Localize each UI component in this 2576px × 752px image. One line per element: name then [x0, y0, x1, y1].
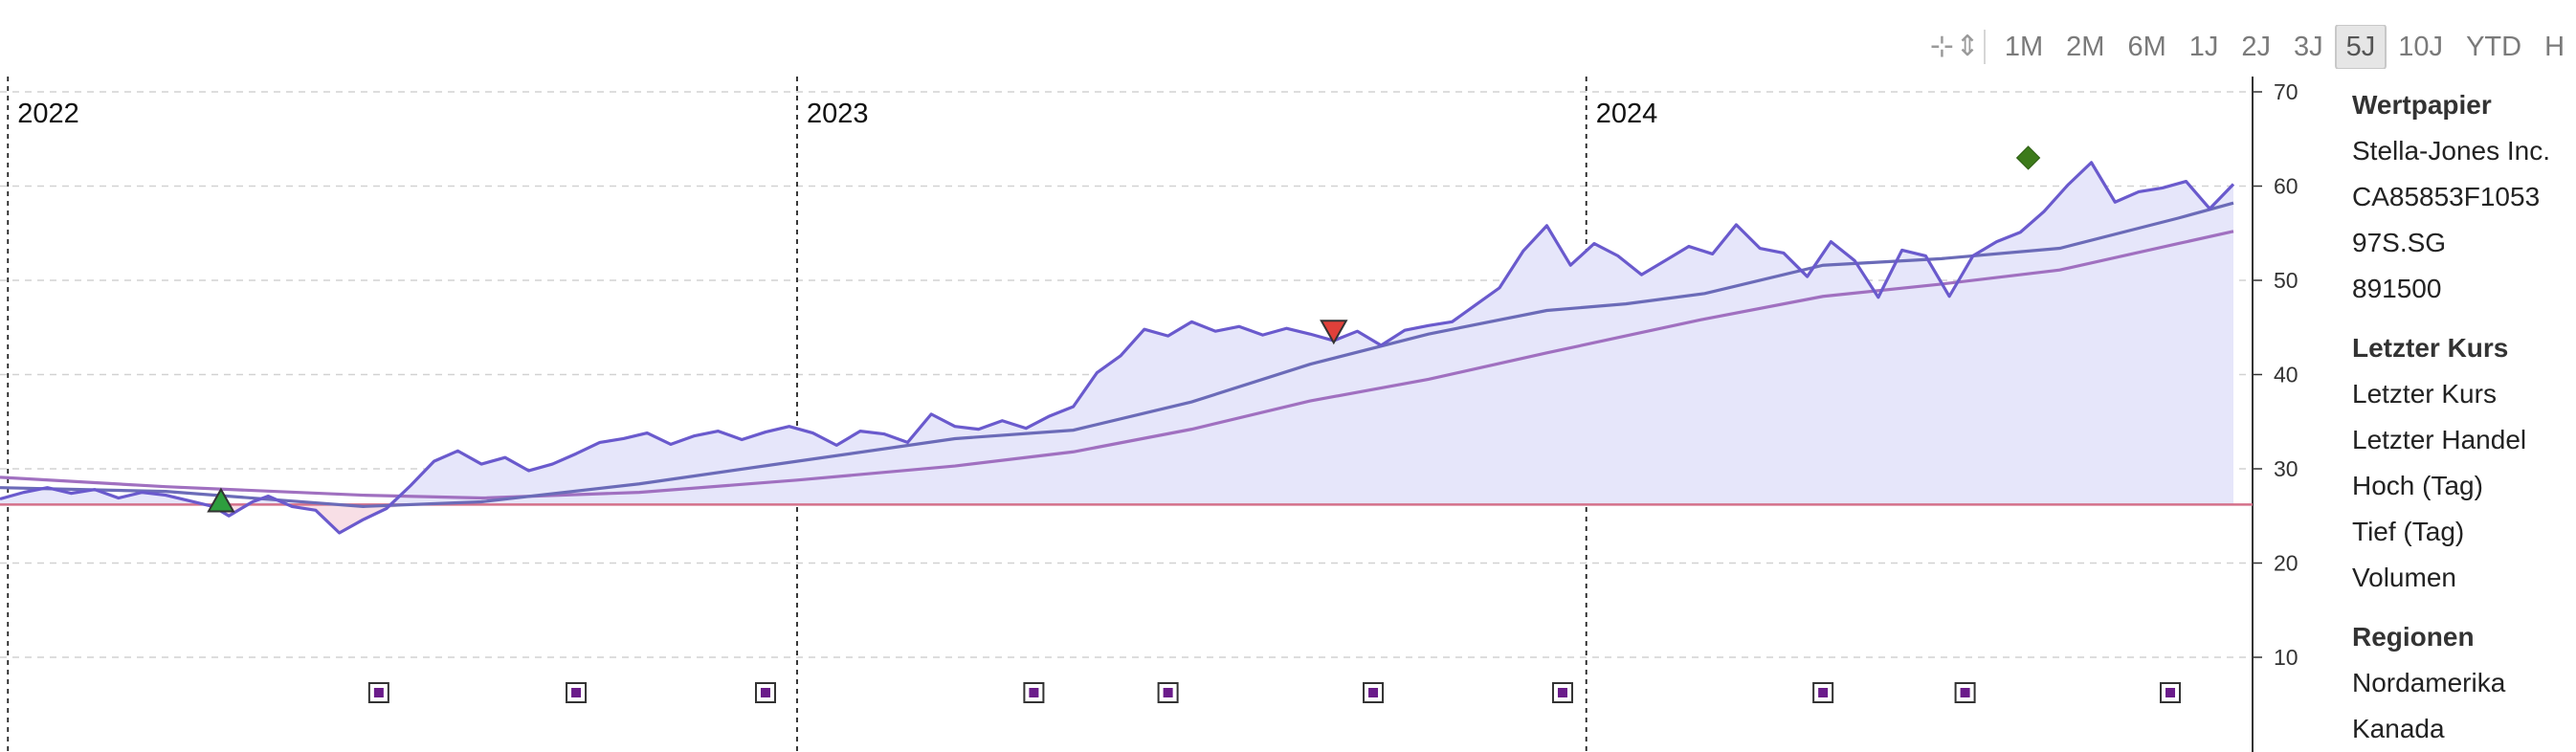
event-marker-core: [373, 688, 384, 697]
y-tick-label: 10: [2274, 645, 2298, 670]
crosshair-icon[interactable]: ⊹: [1929, 31, 1954, 62]
y-tick-label: 40: [2274, 363, 2298, 387]
vertical-resize-icon[interactable]: ⇕: [1955, 31, 1980, 62]
event-marker-core: [1163, 688, 1173, 697]
panel-item: Stella-Jones Inc.: [2352, 136, 2550, 166]
event-marker-core: [1557, 688, 1567, 697]
range-button-1j[interactable]: 1J: [2188, 32, 2219, 62]
panel-item: 891500: [2352, 274, 2442, 303]
event-marker-core: [2165, 688, 2176, 697]
panel-item: Hoch (Tag): [2352, 471, 2483, 500]
range-toolbar: ⊹ ⇕ 1M 2M 6M 1J 2J 3J 5J 10J YTD H: [1929, 25, 2576, 69]
panel-item: Volumen: [2352, 563, 2456, 592]
event-marker-core: [1960, 688, 1970, 697]
moving-average-short-line: [0, 201, 2234, 509]
price-line: [0, 161, 2235, 535]
range-button-6m[interactable]: 6M: [2127, 32, 2166, 62]
range-button-10j[interactable]: 10J: [2398, 32, 2444, 62]
range-button-2m[interactable]: 2M: [2066, 32, 2105, 62]
range-button-ytd[interactable]: YTD: [2466, 32, 2522, 62]
range-button-5j[interactable]: 5J: [2334, 25, 2387, 69]
toolbar-divider: [1984, 30, 1986, 64]
range-button-2j[interactable]: 2J: [2241, 32, 2272, 62]
panel-item: 97S.SG: [2352, 228, 2447, 257]
range-button-1m[interactable]: 1M: [2004, 32, 2044, 62]
range-button-3j[interactable]: 3J: [2294, 32, 2323, 62]
price-chart: 10 20 30 40 50 60 70 2022 2023 2024: [0, 77, 2298, 752]
y-tick-label: 30: [2274, 456, 2298, 481]
panel-item: Kanada: [2352, 714, 2445, 743]
panel-section-title: Wertpapier: [2352, 90, 2492, 120]
price-area-fill: [0, 162, 2233, 505]
panel-item: Nordamerika: [2352, 668, 2506, 697]
high-marker: [2015, 145, 2041, 170]
event-marker-core: [1818, 688, 1829, 697]
y-tick-label: 20: [2274, 551, 2298, 576]
y-tick-label: 50: [2274, 268, 2298, 293]
year-label: 2022: [17, 99, 79, 129]
event-marker-core: [760, 688, 770, 697]
panel-gap: [2352, 601, 2576, 614]
year-label: 2024: [1596, 99, 1658, 129]
panel-section-title: Letzter Kurs: [2352, 333, 2509, 363]
low-signal-marker: [207, 487, 235, 513]
panel-item: CA85853F1053: [2352, 182, 2541, 211]
y-tick-label: 60: [2274, 174, 2298, 199]
event-marker-core: [1368, 688, 1379, 697]
year-label: 2023: [807, 99, 869, 129]
panel-gap: [2352, 312, 2576, 325]
sell-signal-marker: [1320, 320, 1348, 345]
y-tick-label: 70: [2274, 79, 2298, 104]
panel-item: Tief (Tag): [2352, 517, 2465, 546]
panel-section-title: Regionen: [2352, 622, 2475, 652]
range-button-h[interactable]: H: [2544, 32, 2565, 62]
panel-item: Letzter Kurs: [2352, 379, 2497, 409]
event-marker-core: [1029, 688, 1039, 697]
panel-item: Letzter Handel: [2352, 425, 2527, 454]
info-panel: Wertpapier Stella-Jones Inc. CA85853F1053 9…: [2352, 82, 2576, 752]
event-marker-core: [571, 688, 582, 697]
